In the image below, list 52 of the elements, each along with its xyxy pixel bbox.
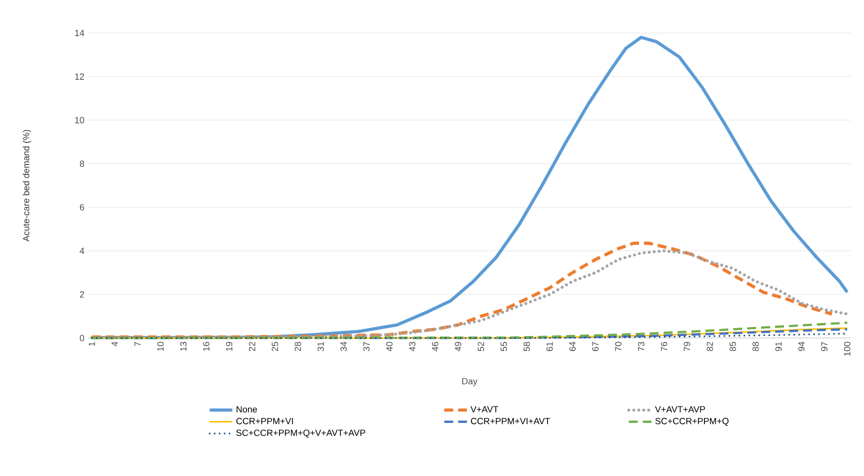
- x-tick-label: 28: [294, 342, 302, 352]
- y-tick-label: 12: [75, 73, 84, 80]
- x-tick-label: 55: [500, 342, 507, 352]
- x-tick-label: 49: [454, 342, 462, 352]
- legend-label: CCR+PPM+VI+AVT: [470, 418, 550, 424]
- x-tick-label: 61: [546, 342, 553, 352]
- x-tick-label: 34: [340, 342, 347, 352]
- y-tick-label: 8: [80, 160, 84, 167]
- y-tick-label: 6: [80, 204, 84, 210]
- legend-label: SC+CCR+PPM+Q: [655, 418, 729, 426]
- x-tick-label: 67: [592, 342, 599, 352]
- x-tick-label: 19: [226, 342, 232, 351]
- legend-label: V+AVT+AVP: [655, 406, 705, 412]
- x-tick-label: 7: [134, 342, 141, 346]
- x-tick-label: 31: [318, 342, 324, 352]
- y-axis-title: Acute-care bed demand (%): [22, 130, 32, 242]
- y-tick-label: 14: [75, 30, 84, 36]
- line-series: [90, 322, 848, 340]
- x-tick-label: 10: [157, 342, 164, 351]
- legend-label: SC+CCR+PPM+Q+V+AVT+AVP: [236, 430, 366, 438]
- x-tick-label: 94: [798, 342, 805, 352]
- x-tick-label: 88: [752, 342, 759, 352]
- x-axis-title: Day: [462, 378, 478, 386]
- x-tick-label: 13: [180, 342, 187, 351]
- x-tick-label: 22: [248, 342, 256, 352]
- x-tick-label: 4: [112, 342, 118, 346]
- x-tick-label: 64: [569, 342, 576, 352]
- y-tick-label: 2: [80, 291, 84, 298]
- x-tick-label: 58: [524, 342, 530, 352]
- y-tick-label: 4: [80, 248, 84, 254]
- y-tick-label: 10: [75, 116, 84, 124]
- legend-label: None: [236, 406, 257, 412]
- x-tick-label: 40: [386, 342, 393, 352]
- x-tick-label: 37: [363, 342, 370, 352]
- y-tick-label: 0: [80, 334, 84, 342]
- x-tick-label: 73: [638, 342, 644, 352]
- x-tick-label: 70: [615, 342, 622, 352]
- x-tick-label: 97: [821, 342, 828, 352]
- legend-label: CCR+PPM+VI: [236, 418, 293, 424]
- x-tick-label: 43: [409, 342, 416, 352]
- x-tick-label: 82: [706, 342, 714, 352]
- x-tick-label: 91: [775, 342, 782, 352]
- x-tick-label: 46: [432, 342, 438, 352]
- x-tick-label: 85: [730, 342, 736, 352]
- legend-label: V+AVT: [470, 406, 498, 412]
- x-tick-label: 76: [660, 342, 668, 352]
- x-tick-label: 1: [88, 342, 95, 346]
- x-tick-label: 100: [844, 342, 850, 356]
- x-tick-label: 16: [203, 342, 210, 351]
- x-tick-label: 52: [478, 342, 484, 352]
- x-tick-label: 79: [684, 342, 690, 352]
- x-tick-label: 25: [272, 342, 278, 352]
